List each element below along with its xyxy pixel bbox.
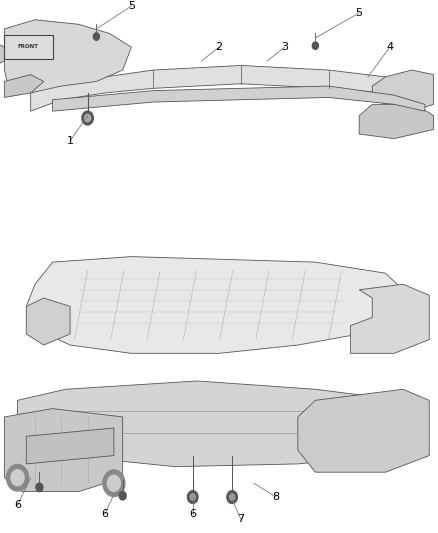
Polygon shape xyxy=(53,86,425,111)
Polygon shape xyxy=(4,20,131,93)
Text: 4: 4 xyxy=(386,42,393,52)
Text: 6: 6 xyxy=(102,508,109,519)
Circle shape xyxy=(189,491,196,500)
Polygon shape xyxy=(359,104,434,139)
Text: FRONT: FRONT xyxy=(18,44,39,49)
Text: 6: 6 xyxy=(14,500,21,511)
Circle shape xyxy=(93,33,99,41)
Text: 6: 6 xyxy=(189,508,196,519)
Polygon shape xyxy=(26,298,70,345)
Polygon shape xyxy=(4,75,44,98)
Circle shape xyxy=(103,470,125,497)
Polygon shape xyxy=(298,389,429,472)
Circle shape xyxy=(190,494,195,500)
Circle shape xyxy=(312,42,318,50)
Circle shape xyxy=(107,475,120,491)
Circle shape xyxy=(119,491,126,500)
Text: 2: 2 xyxy=(215,42,223,52)
Text: 8: 8 xyxy=(272,492,279,502)
Text: 5: 5 xyxy=(356,8,363,18)
Polygon shape xyxy=(18,381,420,467)
Polygon shape xyxy=(372,70,434,111)
Circle shape xyxy=(187,491,198,504)
Text: 7: 7 xyxy=(237,514,244,524)
Text: 5: 5 xyxy=(128,1,135,11)
Polygon shape xyxy=(4,409,123,491)
Circle shape xyxy=(36,483,43,491)
Polygon shape xyxy=(350,284,429,353)
Circle shape xyxy=(82,111,93,125)
Circle shape xyxy=(85,114,91,122)
Circle shape xyxy=(7,464,28,491)
Polygon shape xyxy=(26,256,403,353)
Polygon shape xyxy=(0,43,4,66)
Text: 3: 3 xyxy=(281,42,288,52)
Polygon shape xyxy=(26,428,114,464)
Text: 1: 1 xyxy=(67,136,74,146)
Circle shape xyxy=(11,470,24,486)
Circle shape xyxy=(230,494,235,500)
FancyBboxPatch shape xyxy=(4,35,53,59)
Polygon shape xyxy=(31,66,425,111)
Circle shape xyxy=(227,491,237,504)
